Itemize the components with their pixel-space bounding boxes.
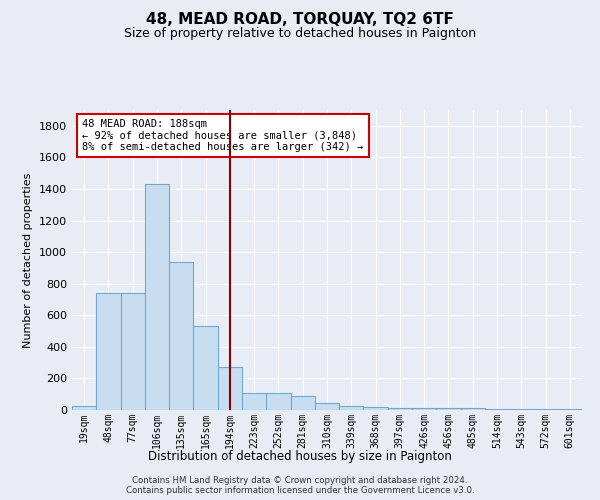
Y-axis label: Number of detached properties: Number of detached properties (23, 172, 34, 348)
Bar (364, 407, 388, 410)
Bar (266, 392, 290, 410)
Text: 48 MEAD ROAD: 188sqm
← 92% of detached houses are smaller (3,848)
8% of semi-det: 48 MEAD ROAD: 188sqm ← 92% of detached h… (82, 119, 364, 152)
Bar (169, 262, 193, 410)
Bar (290, 396, 315, 410)
Bar (485, 408, 509, 410)
Bar (96, 293, 121, 410)
Bar (193, 326, 218, 410)
Bar (558, 408, 582, 410)
Bar (315, 403, 339, 410)
Bar (145, 184, 169, 410)
Bar (533, 408, 558, 410)
Bar (339, 406, 364, 410)
Bar (218, 368, 242, 410)
Bar (461, 408, 485, 410)
Bar (412, 408, 436, 410)
Text: 48, MEAD ROAD, TORQUAY, TQ2 6TF: 48, MEAD ROAD, TORQUAY, TQ2 6TF (146, 12, 454, 28)
Bar (436, 408, 461, 410)
Bar (72, 406, 96, 410)
Bar (509, 408, 533, 410)
Bar (388, 408, 412, 410)
Text: Distribution of detached houses by size in Paignton: Distribution of detached houses by size … (148, 450, 452, 463)
Bar (121, 293, 145, 410)
Text: Contains HM Land Registry data © Crown copyright and database right 2024.
Contai: Contains HM Land Registry data © Crown c… (125, 476, 475, 495)
Bar (242, 392, 266, 410)
Text: Size of property relative to detached houses in Paignton: Size of property relative to detached ho… (124, 28, 476, 40)
